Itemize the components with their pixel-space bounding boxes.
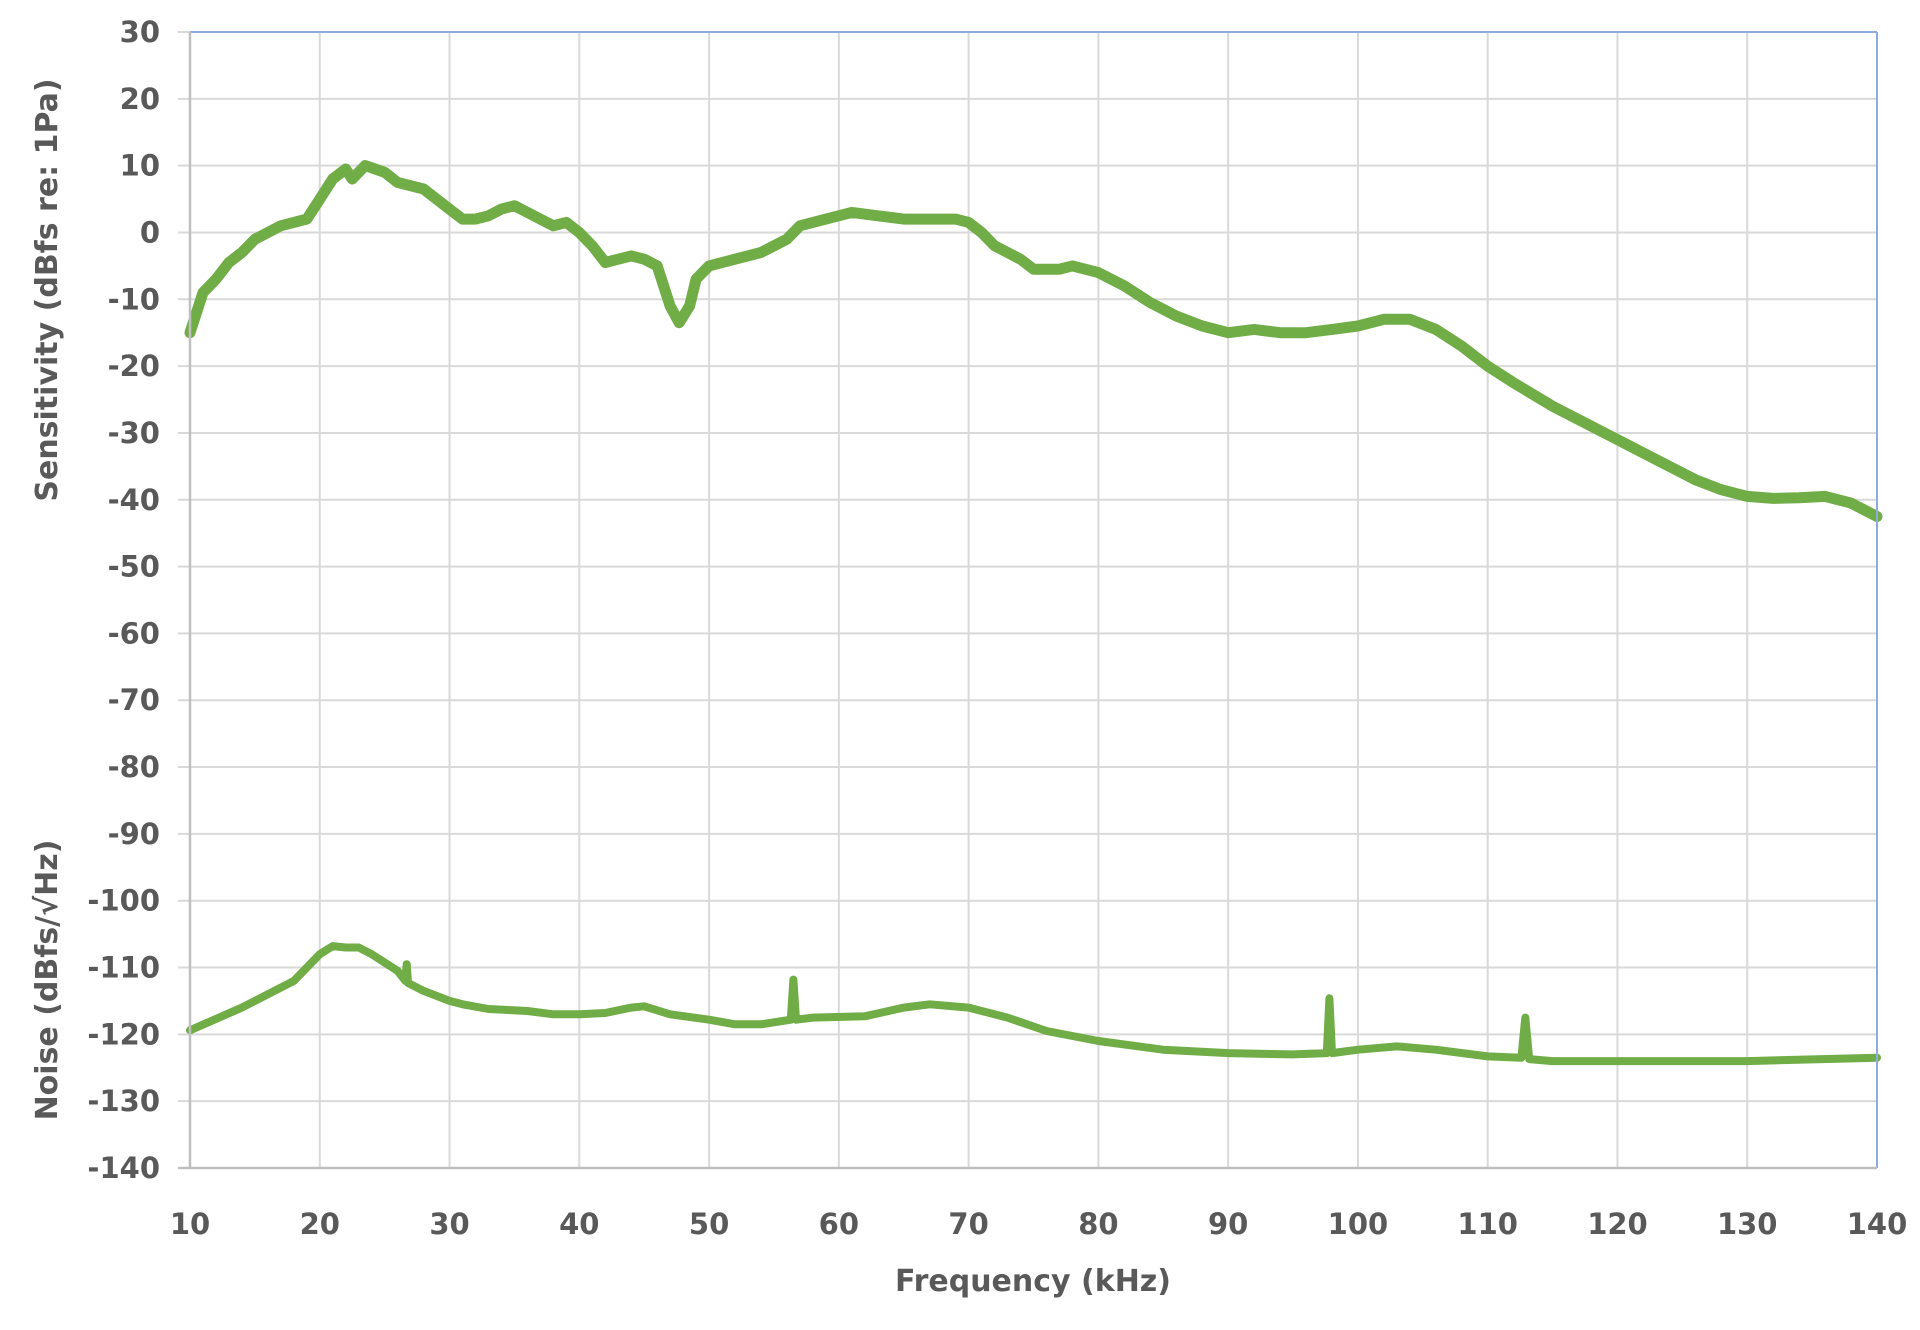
x-tick-label: 10 bbox=[170, 1207, 210, 1241]
plot-series bbox=[184, 160, 1883, 1066]
y-axis-tick-labels: 30 20 10 0 -10 -20 -30 -40 -50 -60 -70 -80 -90 -100 -1… bbox=[87, 15, 160, 1185]
y-tick-label: -90 bbox=[108, 817, 160, 851]
x-tick-label: 80 bbox=[1078, 1207, 1118, 1241]
x-tick-label: 60 bbox=[819, 1207, 859, 1241]
x-tick-label: 120 bbox=[1587, 1207, 1648, 1241]
series-line-noise bbox=[186, 942, 1881, 1066]
x-tick-label: 100 bbox=[1328, 1207, 1389, 1241]
plot-frame bbox=[178, 31, 1878, 1170]
y-tick-label: -130 bbox=[87, 1084, 160, 1118]
x-tick-label: 90 bbox=[1208, 1207, 1248, 1241]
x-tick-label: 20 bbox=[300, 1207, 340, 1241]
x-tick-label: 130 bbox=[1717, 1207, 1778, 1241]
y-tick-label: -140 bbox=[87, 1151, 160, 1185]
y-tick-label: -80 bbox=[108, 750, 160, 784]
y-tick-label: -70 bbox=[108, 683, 160, 717]
y-axis-title-sensitivity: Sensitivity (dBfs re: 1Pa) bbox=[30, 78, 65, 501]
x-tick-label: 140 bbox=[1847, 1207, 1908, 1241]
x-axis-title: Frequency (kHz) bbox=[895, 1264, 1171, 1299]
y-tick-label: 10 bbox=[120, 149, 160, 183]
x-tick-label: 30 bbox=[429, 1207, 469, 1241]
y-tick-label: 30 bbox=[120, 15, 160, 49]
y-axis-title-noise: Noise (dBfs/√Hz) bbox=[30, 840, 65, 1121]
y-tick-label: -30 bbox=[108, 416, 160, 450]
y-tick-label: -120 bbox=[87, 1017, 160, 1051]
x-axis-tick-labels: 10 20 30 40 50 60 70 80 90 100 110 120 130 140 bbox=[170, 1207, 1907, 1241]
y-tick-label: -40 bbox=[108, 483, 160, 517]
y-tick-label: -100 bbox=[87, 884, 160, 918]
y-tick-label: -60 bbox=[108, 616, 160, 650]
y-tick-label: -20 bbox=[108, 349, 160, 383]
x-tick-label: 110 bbox=[1457, 1207, 1518, 1241]
x-tick-label: 50 bbox=[689, 1207, 729, 1241]
y-tick-label: 0 bbox=[140, 215, 160, 249]
y-tick-label: -110 bbox=[87, 951, 160, 985]
y-tick-label: -50 bbox=[108, 550, 160, 584]
series-line-sensitivity bbox=[184, 160, 1883, 522]
y-tick-label: 20 bbox=[120, 82, 160, 116]
x-tick-label: 70 bbox=[948, 1207, 988, 1241]
x-tick-label: 40 bbox=[559, 1207, 599, 1241]
y-tick-label: -10 bbox=[108, 282, 160, 316]
